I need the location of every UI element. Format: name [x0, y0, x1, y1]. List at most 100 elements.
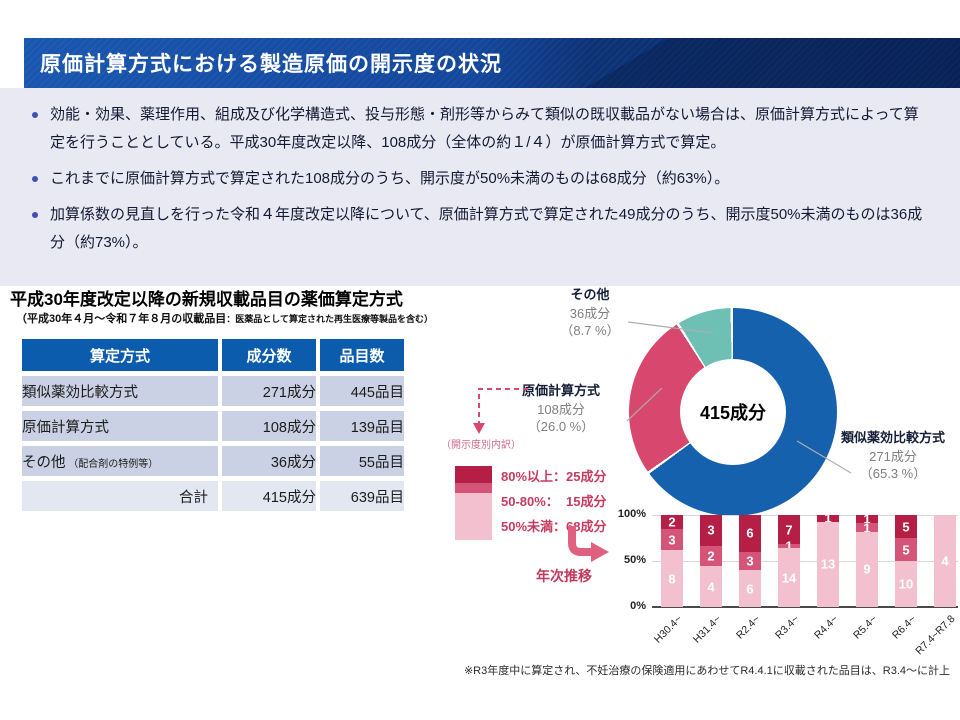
table-subtitle-note: ：医薬品として算定された再生医療等製品を含む）: [226, 314, 433, 324]
bullet-item-3: 加算係数の見直しを行った令和４年度改定以降について、原価計算方式で算定された49…: [30, 201, 934, 257]
bar-segment-value: 4: [941, 553, 949, 569]
bar-segment-value: 6: [746, 581, 754, 597]
dashed-connector-arrowhead-icon: [473, 423, 485, 434]
bar-segment-value: 13: [820, 556, 836, 572]
bullet-text: 効能・効果、薬理作用、組成及び化学構造式、投与形態・剤形等からみて類似の既収載品…: [50, 106, 919, 151]
bar-H30.4~: 2 3 8: [661, 515, 683, 607]
donut-label-similar-efficacy-pct: （65.3 %）: [859, 466, 927, 481]
bar-segment-value: 6: [746, 525, 754, 541]
donut-label-other: その他 36成分 （8.7 %）: [540, 286, 640, 339]
bullet-dot-icon: [32, 176, 38, 182]
bar-segment: 1: [856, 520, 878, 535]
column-header-components: 成分数: [222, 339, 316, 371]
donut-label-similar-efficacy: 類似薬効比較方式 271成分 （65.3 %）: [826, 429, 960, 482]
bar-segment-value: 7: [785, 522, 793, 538]
bar-segment: 9: [856, 531, 878, 607]
bar-segment: 2: [661, 515, 683, 530]
cell-method-name: その他: [22, 454, 66, 471]
bullet-list: 効能・効果、薬理作用、組成及び化学構造式、投与形態・剤形等からみて類似の既収載品…: [0, 88, 960, 286]
page-title: 原価計算方式における製造原価の開示度の状況: [40, 53, 502, 76]
gridline-50: [652, 561, 958, 562]
cell-components: 271成分: [222, 376, 316, 406]
cell-method-name: 合計: [179, 489, 208, 506]
bar-R6.4~: 5 5 10: [895, 515, 917, 607]
donut-label-similar-efficacy-value: 271成分: [869, 449, 917, 464]
cell-items: 55品目: [320, 446, 404, 476]
bar-segment: 6: [739, 570, 761, 607]
bullet-item-1: 効能・効果、薬理作用、組成及び化学構造式、投与形態・剤形等からみて類似の既収載品…: [30, 101, 934, 157]
bullet-item-2: これまでに原価計算方式で算定された108成分のうち、開示度が50%未満のものは6…: [30, 165, 934, 193]
bullet-dot-icon: [32, 212, 38, 218]
bar-segment: 13: [817, 521, 839, 607]
chart-footnote: ※R3年度中に算定され、不妊治療の保険適用にあわせてR4.4.1に収載された品目…: [463, 665, 950, 677]
cell-items: 445品目: [320, 376, 404, 406]
legend-row-1: 80%以上：25成分: [501, 469, 607, 484]
swatch-segment-1: [455, 466, 492, 484]
donut-hole: [680, 359, 786, 465]
bar-segment: 3: [739, 551, 761, 571]
pricing-table-body: 類似薬効比較方式 271成分 445品目 原価計算方式 108成分 139品目 その他 （配…: [22, 376, 404, 511]
bar-segment: 6: [739, 515, 761, 552]
bar-segment: 14: [778, 548, 800, 607]
cell-method-note: （配合剤の特例等）: [65, 458, 159, 470]
cell-components: 36成分: [222, 446, 316, 476]
y-axis-tick: 100%: [617, 508, 646, 520]
cell-items: 139品目: [320, 411, 404, 441]
donut-label-cost-method-value: 108成分: [537, 402, 585, 417]
table-subtitle-main: （平成30年４月～令和７年８月の収載品目: [16, 313, 227, 325]
bar-segment-value: 1: [863, 520, 871, 536]
bar-segment-value: 3: [746, 553, 754, 569]
y-axis-tick: 0%: [630, 600, 646, 612]
bar-segment: 3: [700, 515, 722, 546]
bullet-dot-icon: [32, 112, 38, 118]
donut-label-other-value: 36成分: [569, 306, 611, 321]
bar-segment-value: 5: [902, 519, 910, 534]
bar-segment-value: 2: [668, 514, 676, 530]
cell-method: その他 （配合剤の特例等）: [22, 446, 218, 476]
pricing-method-table: 算定方式 成分数 品目数 類似薬効比較方式 271成分 445品目 原価計算方式 108…: [18, 334, 408, 516]
donut-label-similar-efficacy-name: 類似薬効比較方式: [840, 430, 945, 445]
table-title: 平成30年度改定以降の新規収載品目の薬価算定方式: [10, 290, 403, 309]
bar-segment: 7: [778, 515, 800, 545]
donut-center-label: 415成分: [699, 403, 767, 423]
swatch-segment-2: [455, 483, 492, 494]
disclosure-breakdown-swatch: [455, 466, 492, 540]
bar-segment: 10: [895, 561, 917, 607]
yearly-transition-label: 年次推移: [536, 568, 592, 584]
gridline-100: [652, 515, 958, 516]
table-row: 類似薬効比較方式 271成分 445品目: [22, 376, 404, 406]
cell-components: 415成分: [222, 481, 316, 511]
legend-row-3: 50%未満：68成分: [501, 519, 607, 534]
bar-segment: 1: [817, 511, 839, 526]
donut-label-cost-method-pct: （26.0 %）: [527, 419, 595, 434]
legend-row-2: 50-80%： 15成分: [501, 494, 607, 509]
bar-segment: 5: [895, 515, 917, 538]
disclosure-breakdown-legend: 80%以上：25成分 50-80%： 15成分 50%未満：68成分: [501, 464, 607, 539]
y-axis-tick: 50%: [623, 554, 646, 566]
bar-segment-value: 9: [863, 561, 871, 577]
bullet-text: これまでに原価計算方式で算定された108成分のうち、開示度が50%未満のものは6…: [50, 170, 730, 187]
bar-segment-value: 1: [785, 538, 793, 554]
donut-label-other-pct: （8.7 %）: [560, 323, 620, 338]
stacked-bar-chart: 2 3 8 3 2 4 6 3 6 7 1 14 1 13 1 1 9 5 5 10 4: [652, 511, 958, 608]
bar-segment: 4: [700, 566, 722, 607]
donut-chart: 415成分: [629, 308, 837, 516]
bar-segment-value: 1: [824, 510, 832, 526]
bar-segment-value: 2: [707, 548, 715, 564]
table-subtitle: （平成30年４月～令和７年８月の収載品目：医薬品として算定された再生医療等製品を…: [16, 310, 433, 326]
bar-R7.4~R7.8: 4: [934, 515, 956, 607]
table-header-row: 算定方式 成分数 品目数: [22, 339, 404, 371]
bar-segment-value: 3: [707, 522, 715, 538]
bar-R4.4~: 1 13: [817, 511, 839, 607]
bar-segment-value: 14: [781, 570, 797, 586]
cell-method-name: 原価計算方式: [22, 419, 109, 436]
swatch-segment-3: [455, 493, 492, 540]
donut-label-other-name: その他: [570, 287, 610, 302]
bar-segment-value: 8: [668, 571, 676, 587]
bar-segment: 8: [661, 550, 683, 607]
bar-segment-value: 4: [707, 579, 715, 595]
column-header-items: 品目数: [320, 339, 404, 371]
bar-segment: 1: [778, 539, 800, 554]
cell-method: 類似薬効比較方式: [22, 376, 218, 406]
cell-method-name: 類似薬効比較方式: [22, 384, 138, 401]
